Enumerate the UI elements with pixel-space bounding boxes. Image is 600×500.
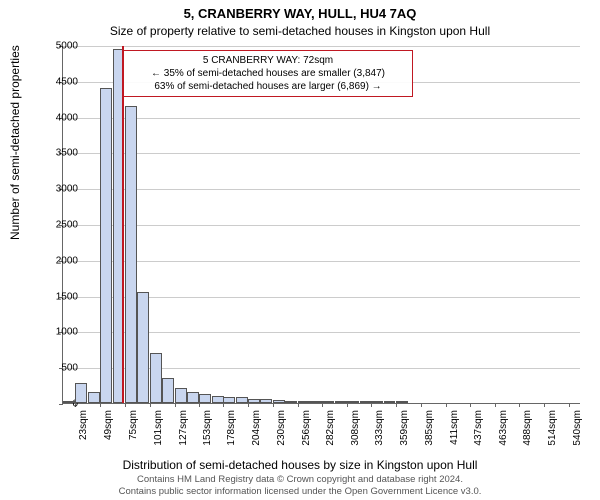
xtick-mark (421, 403, 422, 407)
histogram-bar (236, 397, 248, 403)
histogram-bar (223, 397, 235, 403)
histogram-bar (137, 292, 149, 403)
y-axis-label: Number of semi-detached properties (8, 45, 22, 240)
footer-line2: Contains public sector information licen… (0, 486, 600, 498)
histogram-bar (322, 401, 334, 403)
x-axis-label: Distribution of semi-detached houses by … (0, 458, 600, 472)
histogram-bar (125, 106, 137, 403)
xtick-label: 256sqm (301, 410, 312, 452)
histogram-bar (212, 396, 224, 403)
xtick-label: 23sqm (78, 410, 89, 452)
histogram-bar (298, 401, 310, 403)
xtick-mark (470, 403, 471, 407)
xtick-label: 230sqm (276, 410, 287, 452)
histogram-bar (199, 394, 211, 403)
xtick-label: 514sqm (547, 410, 558, 452)
xtick-label: 101sqm (153, 410, 164, 452)
xtick-label: 540sqm (572, 410, 583, 452)
xtick-label: 127sqm (178, 410, 189, 452)
xtick-label: 463sqm (498, 410, 509, 452)
xtick-mark (347, 403, 348, 407)
xtick-mark (248, 403, 249, 407)
xtick-label: 437sqm (473, 410, 484, 452)
histogram-bar (285, 401, 297, 403)
histogram-bar (310, 401, 322, 403)
xtick-mark (495, 403, 496, 407)
footer-line1: Contains HM Land Registry data © Crown c… (0, 474, 600, 486)
annotation-line3: 63% of semi-detached houses are larger (… (130, 80, 406, 93)
histogram-bar (63, 401, 75, 403)
xtick-label: 178sqm (226, 410, 237, 452)
histogram-bar (360, 401, 372, 403)
histogram-bar (187, 392, 199, 403)
xtick-mark (298, 403, 299, 407)
xtick-label: 333sqm (374, 410, 385, 452)
histogram-bar (260, 399, 272, 403)
xtick-mark (199, 403, 200, 407)
plot-area: 5 CRANBERRY WAY: 72sqm ← 35% of semi-det… (62, 46, 580, 404)
xtick-label: 359sqm (399, 410, 410, 452)
histogram-bar (371, 401, 383, 403)
annotation-line2: ← 35% of semi-detached houses are smalle… (130, 67, 406, 80)
xtick-label: 49sqm (103, 410, 114, 452)
xtick-mark (519, 403, 520, 407)
xtick-label: 75sqm (128, 410, 139, 452)
annotation-line1: 5 CRANBERRY WAY: 72sqm (130, 54, 406, 67)
bars-layer (63, 46, 580, 403)
chart-subtitle: Size of property relative to semi-detach… (0, 24, 600, 38)
histogram-bar (162, 378, 174, 403)
histogram-bar (175, 388, 187, 403)
xtick-mark (100, 403, 101, 407)
histogram-bar (273, 400, 285, 403)
xtick-label: 308sqm (350, 410, 361, 452)
xtick-mark (273, 403, 274, 407)
xtick-mark (322, 403, 323, 407)
xtick-label: 153sqm (202, 410, 213, 452)
xtick-mark (125, 403, 126, 407)
xtick-mark (396, 403, 397, 407)
xtick-label: 385sqm (424, 410, 435, 452)
xtick-label: 488sqm (522, 410, 533, 452)
histogram-bar (347, 401, 359, 403)
xtick-label: 411sqm (449, 410, 460, 452)
histogram-bar (100, 88, 112, 403)
xtick-mark (569, 403, 570, 407)
xtick-mark (446, 403, 447, 407)
xtick-mark (544, 403, 545, 407)
histogram-bar (88, 392, 100, 403)
chart-title: 5, CRANBERRY WAY, HULL, HU4 7AQ (0, 6, 600, 21)
histogram-bar (150, 353, 162, 403)
chart-container: 5, CRANBERRY WAY, HULL, HU4 7AQ Size of … (0, 0, 600, 500)
histogram-bar (248, 399, 260, 403)
xtick-mark (371, 403, 372, 407)
histogram-bar (396, 401, 408, 403)
xtick-label: 204sqm (251, 410, 262, 452)
xtick-label: 282sqm (325, 410, 336, 452)
property-marker-line (122, 46, 124, 403)
footer-text: Contains HM Land Registry data © Crown c… (0, 474, 600, 498)
xtick-mark (175, 403, 176, 407)
xtick-mark (150, 403, 151, 407)
histogram-bar (335, 401, 347, 403)
histogram-bar (384, 401, 396, 403)
histogram-bar (75, 383, 87, 403)
annotation-box: 5 CRANBERRY WAY: 72sqm ← 35% of semi-det… (123, 50, 413, 97)
xtick-mark (223, 403, 224, 407)
